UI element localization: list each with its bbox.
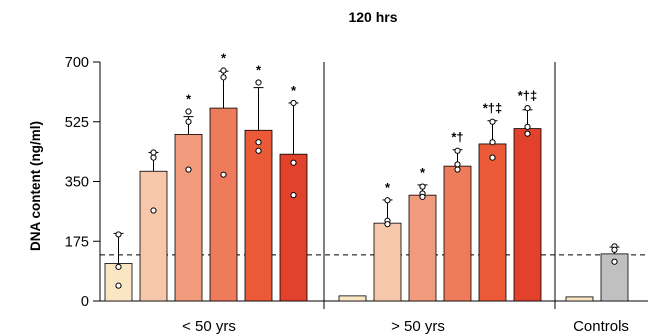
significance-label: *† xyxy=(451,130,463,145)
bar xyxy=(174,133,203,302)
data-point xyxy=(454,147,461,154)
y-tick-label: 350 xyxy=(65,175,89,191)
data-point xyxy=(115,282,122,289)
y-tick-label: 700 xyxy=(65,55,89,71)
significance-label: * xyxy=(186,92,192,107)
bar xyxy=(513,128,542,302)
significance-label: * xyxy=(291,83,297,98)
bars-layer xyxy=(104,67,629,302)
significance-label: *†‡ xyxy=(518,88,538,103)
x-group-label: Controls xyxy=(573,318,629,335)
data-point xyxy=(115,263,122,270)
data-point xyxy=(384,221,391,228)
data-point xyxy=(255,139,262,146)
data-point xyxy=(220,171,227,178)
bar xyxy=(279,153,308,302)
data-point xyxy=(489,154,496,161)
significance-label: * xyxy=(221,51,227,66)
x-group-label: < 50 yrs xyxy=(182,318,236,335)
data-point xyxy=(524,123,531,130)
data-point xyxy=(185,108,192,115)
data-point xyxy=(115,231,122,238)
bar xyxy=(565,296,594,302)
significance-label: * xyxy=(256,62,262,77)
data-point xyxy=(290,159,297,166)
data-point xyxy=(489,139,496,146)
x-group-label: > 50 yrs xyxy=(391,318,445,335)
bar xyxy=(478,143,507,302)
data-point xyxy=(290,192,297,199)
bar xyxy=(209,107,238,302)
bar xyxy=(600,253,629,302)
data-point xyxy=(220,67,227,74)
data-point xyxy=(150,207,157,214)
bar xyxy=(443,165,472,302)
bar xyxy=(408,194,437,302)
data-point xyxy=(419,193,426,200)
data-point xyxy=(255,147,262,154)
data-point xyxy=(185,118,192,125)
significance-label: * xyxy=(420,165,426,180)
data-point xyxy=(290,99,297,107)
data-point xyxy=(454,166,461,173)
data-point xyxy=(384,197,391,204)
bar xyxy=(373,222,402,302)
data-point xyxy=(150,149,157,156)
data-point xyxy=(524,130,531,137)
y-axis-label: DNA content (ng/ml) xyxy=(28,121,43,251)
y-tick-label: 0 xyxy=(81,294,89,310)
labels-layer: * * * * < 50 yrs * * *† *†‡ *†‡ > 50 yrs Controls xyxy=(182,51,629,335)
bar xyxy=(244,129,273,302)
data-point xyxy=(150,154,157,161)
data-point xyxy=(454,161,461,168)
significance-label: * xyxy=(385,180,391,195)
data-point xyxy=(419,183,426,190)
bar xyxy=(338,295,367,302)
data-point xyxy=(489,118,496,125)
bar xyxy=(139,170,168,302)
y-tick-label: 525 xyxy=(65,115,89,131)
data-point xyxy=(524,104,531,112)
data-point xyxy=(611,246,618,253)
data-point xyxy=(185,166,192,173)
data-point xyxy=(220,74,227,81)
y-tick-label: 175 xyxy=(65,234,89,250)
significance-label: *†‡ xyxy=(483,101,503,116)
data-point xyxy=(611,258,618,265)
chart-title: 120 hrs xyxy=(348,9,397,25)
data-point xyxy=(255,79,262,86)
